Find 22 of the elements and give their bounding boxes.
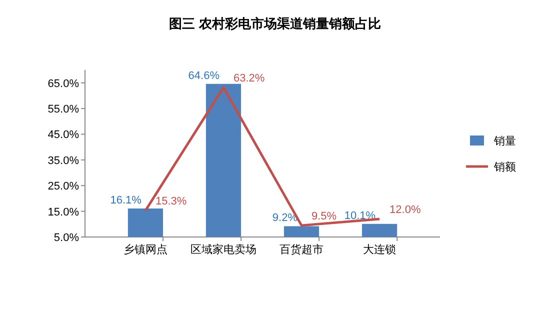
chart-title: 图三 农村彩电市场渠道销量销额占比 [169, 16, 381, 31]
data-label: 64.6% [188, 70, 220, 82]
x-tick-label: 百货超市 [280, 243, 324, 256]
data-label: 10.1% [344, 210, 376, 222]
y-tick-label: 25.0% [48, 180, 80, 193]
line-series [144, 86, 381, 227]
y-tick-label: 5.0% [54, 232, 80, 244]
y-tick-label: 65.0% [48, 78, 80, 90]
y-tick-label: 35.0% [48, 154, 80, 167]
data-label: 63.2% [233, 72, 265, 84]
data-label: 15.3% [155, 196, 187, 208]
x-tick-label: 区域家电卖场 [190, 243, 256, 256]
legend-label: 销量 [493, 136, 516, 148]
data-label: 12.0% [390, 204, 421, 216]
y-tick-label: 55.0% [48, 104, 80, 116]
legend-label: 销额 [493, 160, 516, 174]
x-tick-label: 大连锁 [363, 243, 396, 256]
y-tick-label: 45.0% [48, 129, 80, 142]
y-tick-label: 15.0% [48, 206, 80, 218]
x-tick-label: 乡镇网点 [123, 243, 168, 256]
data-label: 16.1% [110, 194, 142, 206]
data-label: 9.5% [312, 210, 337, 222]
